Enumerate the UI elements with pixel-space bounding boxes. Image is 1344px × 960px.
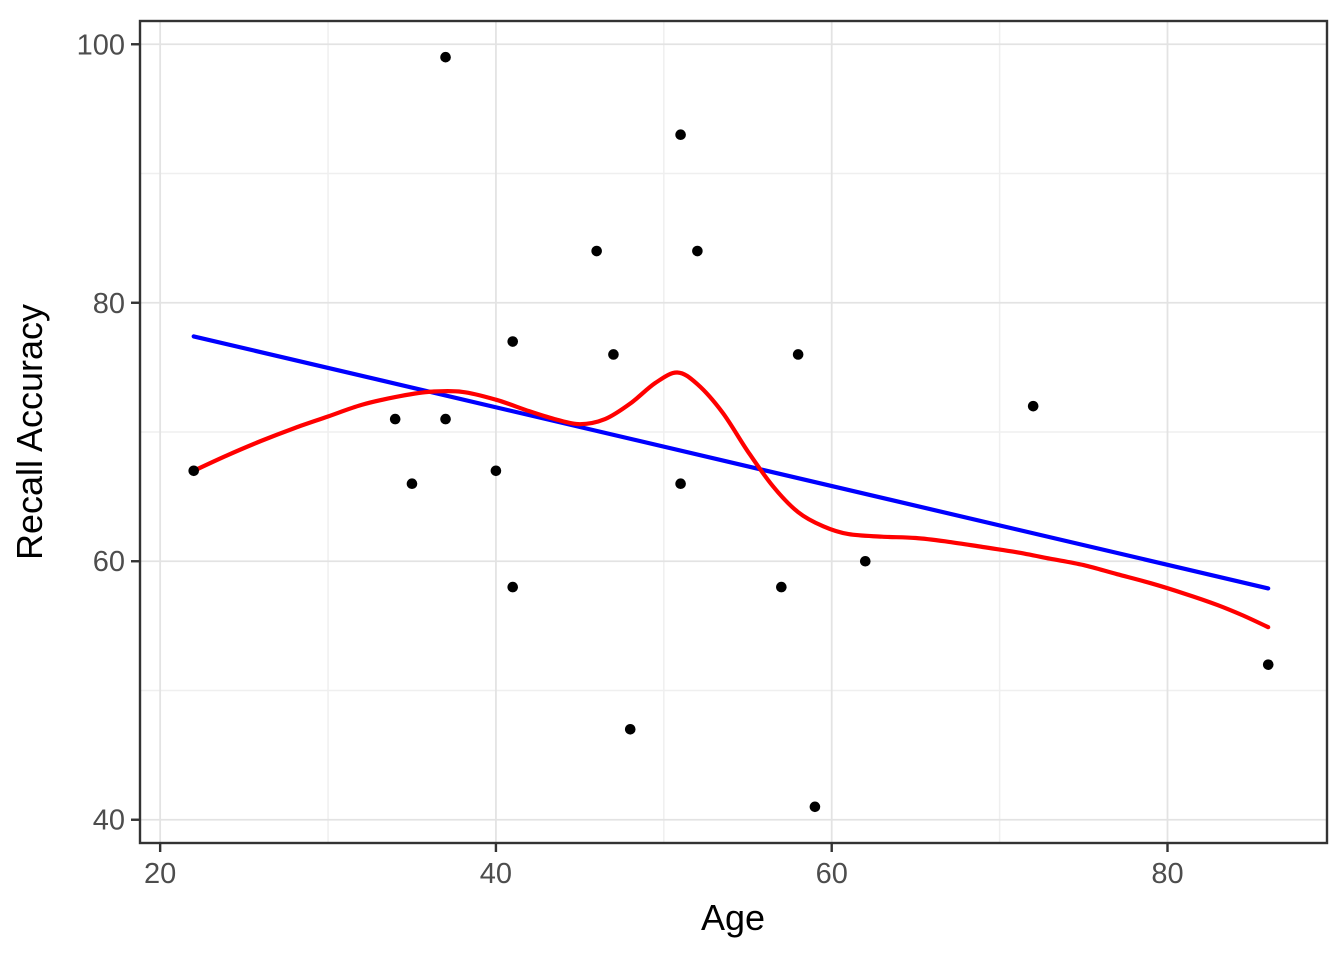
y-tick-label: 80 <box>93 288 125 320</box>
data-point <box>608 349 619 360</box>
y-axis-title: Recall Accuracy <box>9 304 50 560</box>
x-tick-label: 60 <box>816 858 848 890</box>
data-point <box>440 51 451 63</box>
data-point <box>188 465 200 477</box>
panel-border <box>138 19 1329 845</box>
y-tick-label: 60 <box>93 546 125 578</box>
data-point <box>507 581 519 593</box>
data-point <box>776 581 787 593</box>
tick-labels: 20 40 60 80 40 60 80 100 <box>77 29 1184 890</box>
scatter-points <box>188 51 1274 813</box>
data-point <box>389 413 401 425</box>
x-tick-label: 20 <box>144 858 176 890</box>
data-point <box>675 478 686 489</box>
y-tick-label: 40 <box>93 805 125 837</box>
data-point <box>859 555 871 567</box>
x-tick-label: 40 <box>480 858 512 890</box>
data-point <box>624 723 636 735</box>
fit-lines <box>191 334 1271 630</box>
data-point <box>809 801 821 813</box>
grid-minor-lines <box>140 21 1327 843</box>
data-point <box>1027 400 1039 412</box>
y-tick-label: 100 <box>77 29 125 61</box>
data-point <box>675 129 686 141</box>
x-axis-title: Age <box>701 897 765 938</box>
data-point <box>692 245 703 257</box>
data-point <box>591 245 602 257</box>
loess-fit-line <box>191 370 1271 630</box>
data-point <box>792 349 804 360</box>
grid-major-lines <box>140 21 1327 843</box>
data-point <box>440 413 451 425</box>
axis-ticks <box>131 43 1169 852</box>
data-point <box>507 336 519 347</box>
data-point <box>1262 659 1274 670</box>
data-point <box>406 478 418 489</box>
x-tick-label: 80 <box>1151 858 1183 890</box>
data-point <box>490 465 502 477</box>
linear-fit-line <box>191 334 1271 591</box>
